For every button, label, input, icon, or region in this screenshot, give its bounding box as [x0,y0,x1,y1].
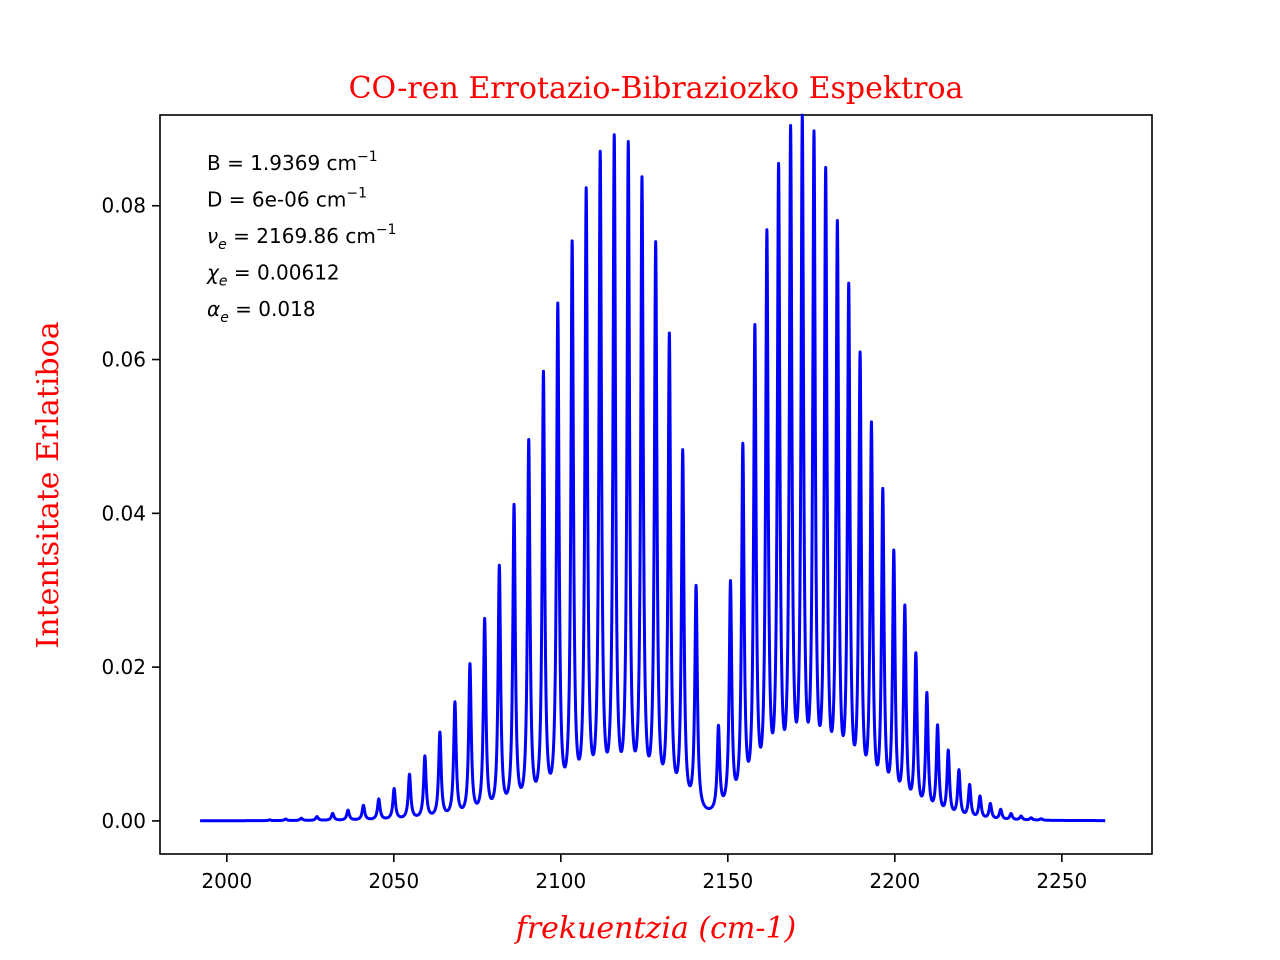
x-tick-label: 2200 [869,869,920,893]
x-axis-ticks: 2000 2050 2100 2150 2200 2250 [201,854,1087,893]
y-axis-ticks: 0.00 0.02 0.04 0.06 0.08 [101,194,160,833]
x-tick-label: 2050 [368,869,419,893]
annotation-line: B = 1.9369 cm−1 [207,149,378,175]
y-tick-label: 0.02 [101,655,146,679]
annotation-line: D = 6e-06 cm−1 [207,186,367,212]
y-tick-label: 0.00 [101,809,146,833]
y-axis-label: Intentsitate Erlatiboa [31,321,66,648]
spectrum-line [198,113,1107,823]
x-tick-label: 2150 [702,869,753,893]
annotation-line: νe = 2169.86 cm−1 [207,222,396,253]
parameter-annotations: B = 1.9369 cm−1 D = 6e-06 cm−1 νe = 2169.8… [206,149,396,326]
annotation-line: χe = 0.00612 [206,261,340,290]
y-tick-label: 0.08 [101,194,146,218]
x-tick-label: 2000 [201,869,252,893]
x-axis-label: frekuentzia (cm-1) [514,911,797,946]
plot-frame [159,114,1153,855]
annotation-line: αe = 0.018 [207,297,316,326]
y-tick-label: 0.04 [101,501,146,525]
x-tick-label: 2100 [535,869,586,893]
y-tick-label: 0.06 [101,348,146,372]
chart-title: CO-ren Errotazio-Bibraziozko Espektroa [349,71,964,106]
x-tick-label: 2250 [1036,869,1087,893]
